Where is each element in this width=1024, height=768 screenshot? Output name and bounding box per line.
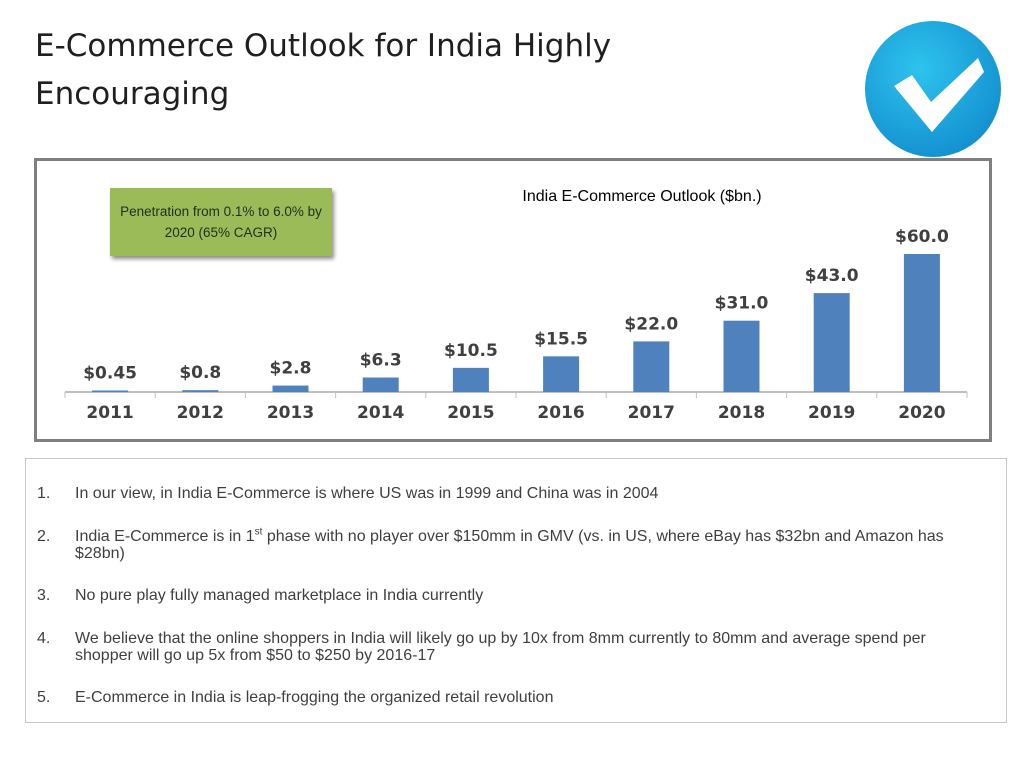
chart-frame: India E-Commerce Outlook ($bn.) $0.45 201… xyxy=(34,158,992,442)
x-tick-label-2012: 2012 xyxy=(177,403,224,423)
data-label-2020: $60.0 xyxy=(895,227,949,247)
list-text: E-Commerce in India is leap-frogging the… xyxy=(75,689,554,706)
list-number: 1. xyxy=(37,485,51,502)
list-number: 4. xyxy=(37,630,51,647)
list-number: 3. xyxy=(37,587,51,604)
x-tick-label-2020: 2020 xyxy=(898,403,945,423)
data-label-2017: $22.0 xyxy=(624,314,678,334)
bar-2012 xyxy=(182,390,219,392)
bar-2015 xyxy=(452,367,489,392)
list-text: In our view, in India E-Commerce is wher… xyxy=(75,485,659,502)
bar-2019 xyxy=(813,293,850,392)
x-tick-label-2011: 2011 xyxy=(86,403,133,423)
bar-2014 xyxy=(362,377,399,392)
x-tick-label-2014: 2014 xyxy=(357,403,404,423)
bar-2013 xyxy=(272,385,309,392)
x-tick-label-2016: 2016 xyxy=(537,403,584,423)
bar-2017 xyxy=(633,341,670,392)
data-label-2016: $15.5 xyxy=(534,329,588,349)
list-text: India E-Commerce is in 1st phase with no… xyxy=(75,526,944,562)
x-tick-label-2013: 2013 xyxy=(267,403,314,423)
x-tick-label-2019: 2019 xyxy=(808,403,855,423)
list-text: No pure play fully managed marketplace i… xyxy=(75,587,484,604)
data-label-2015: $10.5 xyxy=(444,341,498,361)
checkmark-icon xyxy=(865,21,1001,157)
x-tick-label-2017: 2017 xyxy=(628,403,675,423)
notes-panel: 1. In our view, in India E-Commerce is w… xyxy=(25,458,1007,723)
slide-title: E-Commerce Outlook for India Highly Enco… xyxy=(35,28,612,112)
list-text: We believe that the online shoppers in I… xyxy=(75,630,926,664)
penetration-callout: Penetration from 0.1% to 6.0% by 2020 (6… xyxy=(110,188,332,256)
data-label-2019: $43.0 xyxy=(805,266,859,286)
bar-2016 xyxy=(543,356,580,392)
bar-2018 xyxy=(723,320,760,392)
data-label-2011: $0.45 xyxy=(83,364,137,384)
data-label-2018: $31.0 xyxy=(715,294,769,314)
data-label-2013: $2.8 xyxy=(270,359,312,379)
bar-2020 xyxy=(903,254,940,392)
data-label-2012: $0.8 xyxy=(179,363,221,383)
bar-2011 xyxy=(92,390,129,392)
list-number: 2. xyxy=(37,528,51,545)
data-label-2014: $6.3 xyxy=(360,351,402,371)
bar-chart: India E-Commerce Outlook ($bn.) $0.45 201… xyxy=(64,188,968,423)
list-number: 5. xyxy=(37,689,51,706)
chart-title: India E-Commerce Outlook ($bn.) xyxy=(522,188,761,205)
x-tick-label-2015: 2015 xyxy=(447,403,494,423)
x-tick-label-2018: 2018 xyxy=(718,403,765,423)
